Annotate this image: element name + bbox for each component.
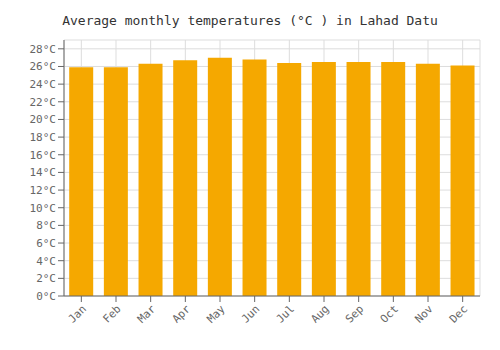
svg-text:Jun: Jun — [239, 302, 262, 325]
svg-text:14°C: 14°C — [30, 166, 57, 179]
svg-text:Mar: Mar — [135, 302, 159, 326]
svg-text:12°C: 12°C — [30, 184, 57, 197]
svg-text:Jul: Jul — [274, 302, 297, 325]
svg-text:20°C: 20°C — [30, 113, 57, 126]
svg-text:Feb: Feb — [100, 302, 123, 325]
svg-text:24°C: 24°C — [30, 78, 57, 91]
html-text:Average monthly temperatures (: Average monthly temperatures (°C ) in La… — [62, 13, 438, 28]
svg-text:0°C: 0°C — [36, 290, 56, 303]
svg-text:18°C: 18°C — [30, 131, 57, 144]
svg-text:Aug: Aug — [308, 302, 331, 325]
svg-text:Apr: Apr — [170, 302, 194, 326]
svg-text:2°C: 2°C — [36, 272, 56, 285]
svg-text:16°C: 16°C — [30, 149, 57, 162]
svg-text:Dec: Dec — [447, 302, 470, 325]
svg-text:6°C: 6°C — [36, 237, 56, 250]
svg-text:22°C: 22°C — [30, 96, 57, 109]
svg-text:May: May — [204, 302, 228, 326]
svg-text:Jan: Jan — [66, 302, 89, 325]
svg-text:10°C: 10°C — [30, 202, 57, 215]
svg-text:Sep: Sep — [343, 302, 366, 325]
svg-text:8°C: 8°C — [36, 219, 56, 232]
svg-text:4°C: 4°C — [36, 255, 56, 268]
svg-text:26°C: 26°C — [30, 60, 57, 73]
svg-text:Oct: Oct — [378, 302, 401, 325]
svg-text:Nov: Nov — [412, 302, 436, 326]
svg-text:28°C: 28°C — [30, 43, 57, 56]
